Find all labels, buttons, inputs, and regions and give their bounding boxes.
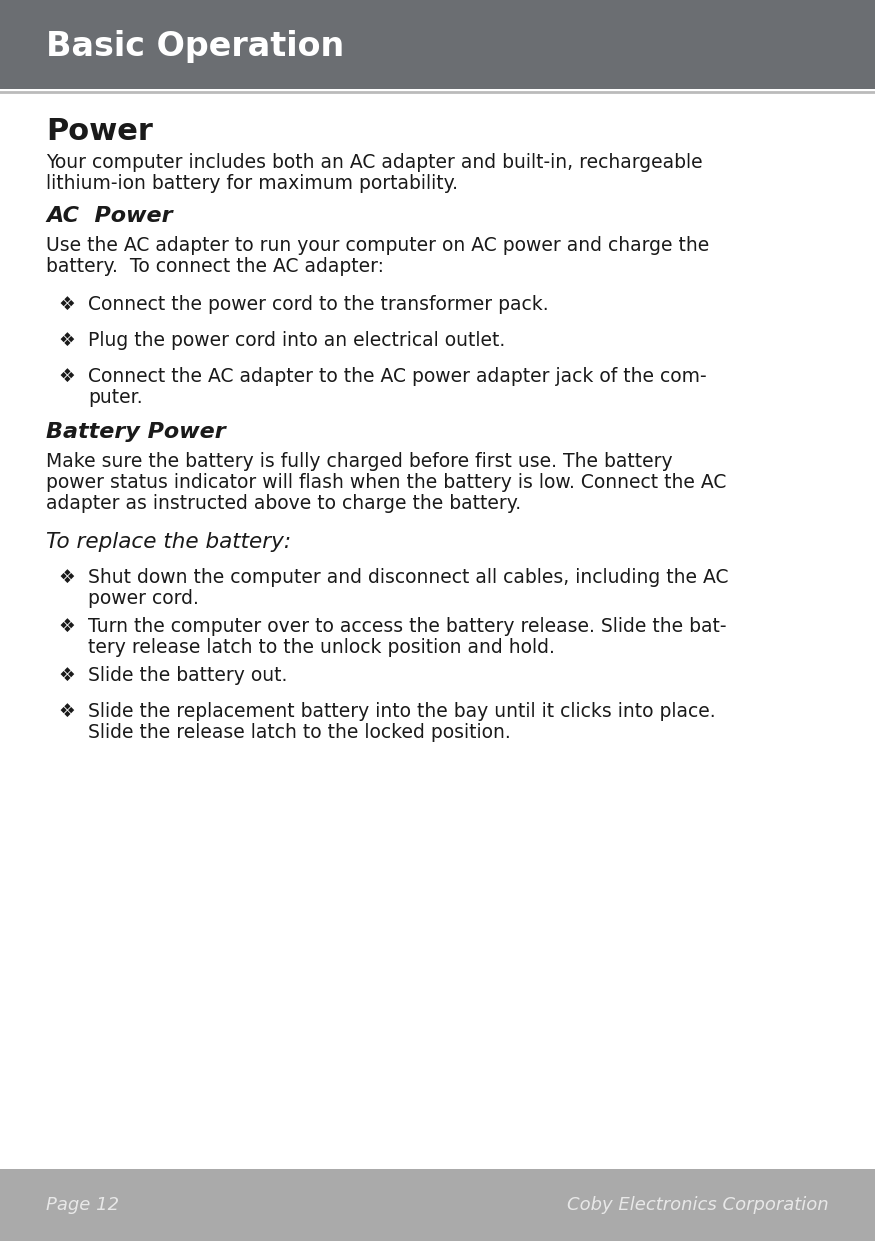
Text: Slide the replacement battery into the bay until it clicks into place.: Slide the replacement battery into the b… (88, 702, 716, 721)
Text: ❖: ❖ (58, 617, 74, 635)
Text: Your computer includes both an AC adapter and built-in, rechargeable: Your computer includes both an AC adapte… (46, 153, 703, 172)
Text: Power: Power (46, 117, 153, 146)
Text: Use the AC adapter to run your computer on AC power and charge the: Use the AC adapter to run your computer … (46, 236, 710, 254)
Text: ❖: ❖ (58, 367, 74, 386)
Text: Connect the power cord to the transformer pack.: Connect the power cord to the transforme… (88, 295, 549, 314)
Text: Basic Operation: Basic Operation (46, 30, 344, 63)
Bar (0, 0, 875, 89)
Text: tery release latch to the unlock position and hold.: tery release latch to the unlock positio… (88, 638, 555, 656)
Text: ❖: ❖ (58, 702, 74, 721)
Text: To replace the battery:: To replace the battery: (46, 532, 291, 552)
Bar (0, 1169, 875, 1241)
Text: lithium-ion battery for maximum portability.: lithium-ion battery for maximum portabil… (46, 174, 458, 194)
Text: puter.: puter. (88, 388, 143, 407)
Text: Slide the battery out.: Slide the battery out. (88, 666, 287, 685)
Text: Slide the release latch to the locked position.: Slide the release latch to the locked po… (88, 724, 511, 742)
Text: Shut down the computer and disconnect all cables, including the AC: Shut down the computer and disconnect al… (88, 568, 729, 587)
Text: Turn the computer over to access the battery release. Slide the bat-: Turn the computer over to access the bat… (88, 617, 726, 635)
Text: AC  Power: AC Power (46, 206, 172, 226)
Text: Page 12: Page 12 (46, 1196, 119, 1214)
Text: power status indicator will flash when the battery is low. Connect the AC: power status indicator will flash when t… (46, 473, 726, 491)
Text: ❖: ❖ (58, 295, 74, 314)
Text: battery.  To connect the AC adapter:: battery. To connect the AC adapter: (46, 257, 384, 276)
Text: ❖: ❖ (58, 666, 74, 685)
Text: Coby Electronics Corporation: Coby Electronics Corporation (567, 1196, 829, 1214)
Text: ❖: ❖ (58, 568, 74, 587)
Text: Battery Power: Battery Power (46, 422, 226, 442)
Text: Connect the AC adapter to the AC power adapter jack of the com-: Connect the AC adapter to the AC power a… (88, 367, 707, 386)
Text: Make sure the battery is fully charged before first use. The battery: Make sure the battery is fully charged b… (46, 452, 673, 472)
Text: power cord.: power cord. (88, 589, 199, 608)
Text: ❖: ❖ (58, 331, 74, 350)
Text: Plug the power cord into an electrical outlet.: Plug the power cord into an electrical o… (88, 331, 505, 350)
Text: adapter as instructed above to charge the battery.: adapter as instructed above to charge th… (46, 494, 522, 513)
